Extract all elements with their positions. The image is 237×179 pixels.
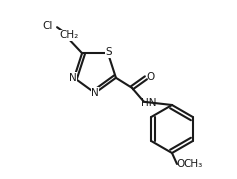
Text: N: N — [69, 73, 77, 83]
Text: HN: HN — [141, 98, 157, 108]
Text: CH₂: CH₂ — [59, 30, 79, 40]
Text: O: O — [147, 72, 155, 82]
Text: N: N — [91, 88, 99, 98]
Text: Cl: Cl — [42, 21, 52, 31]
Text: S: S — [106, 47, 112, 57]
Text: CH₃: CH₃ — [183, 159, 203, 169]
Text: O: O — [177, 159, 185, 169]
